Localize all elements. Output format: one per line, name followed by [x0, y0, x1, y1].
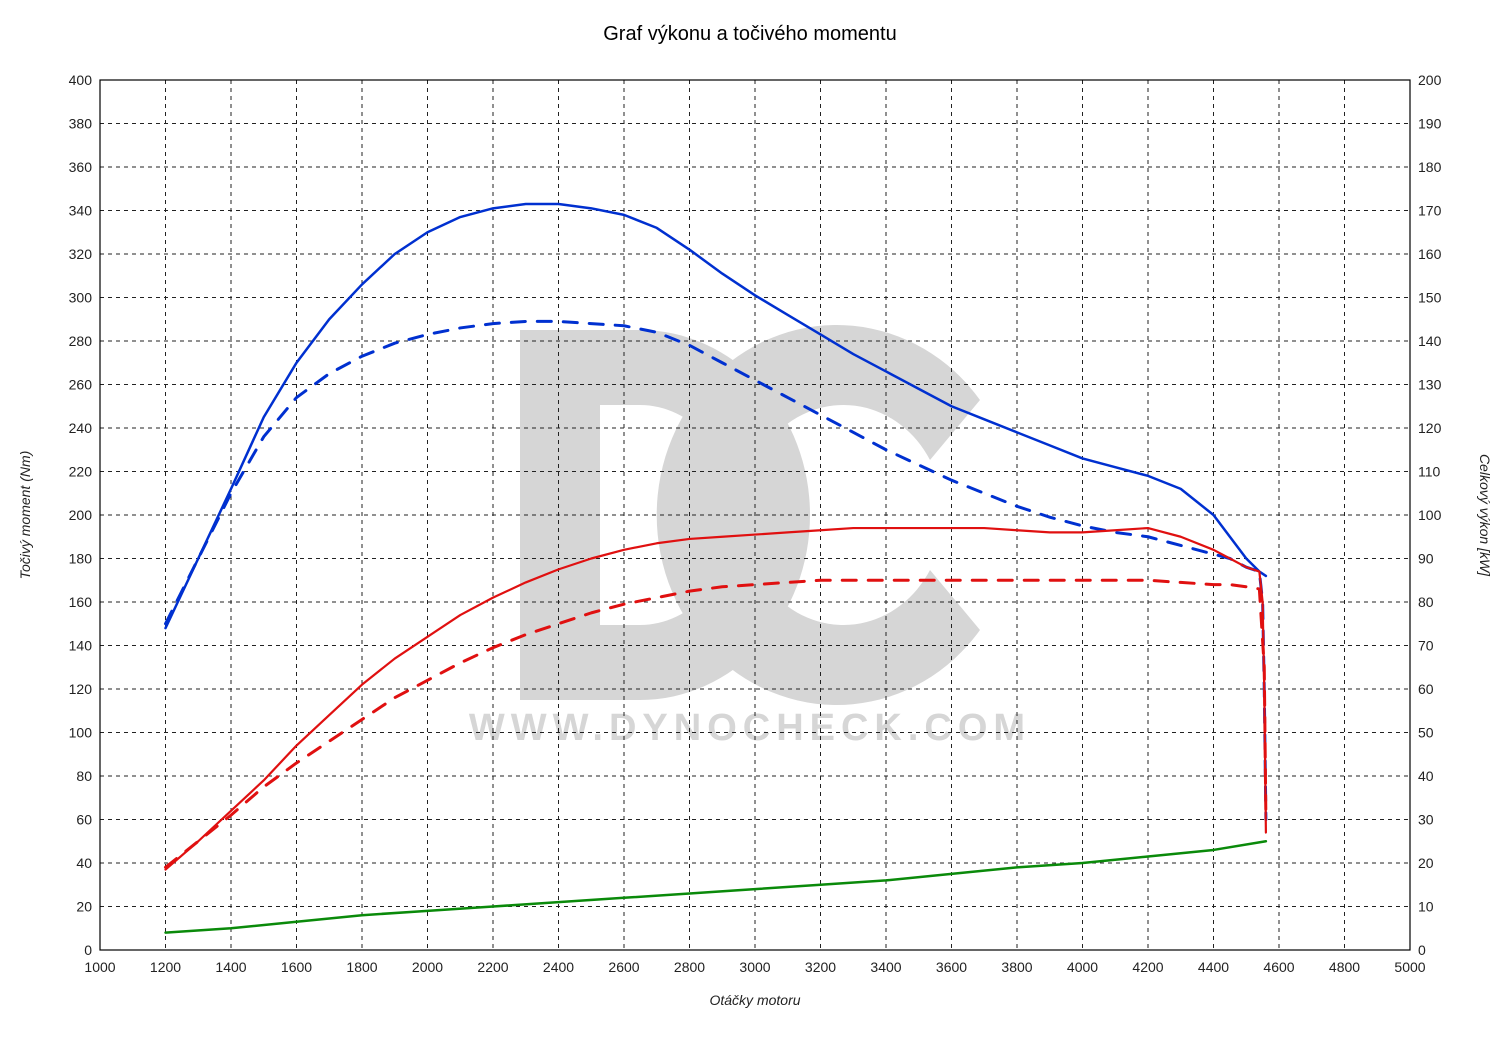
y-right-tick-label: 140 [1418, 333, 1442, 349]
dyno-chart: WWW.DYNOCHECK.COM10001200140016001800200… [0, 0, 1500, 1041]
y-right-tick-label: 110 [1418, 464, 1441, 480]
y-left-tick-label: 60 [76, 812, 92, 828]
y-left-tick-label: 20 [76, 899, 92, 915]
x-tick-label: 2000 [412, 959, 443, 975]
y-right-tick-label: 50 [1418, 725, 1434, 741]
y-right-tick-label: 160 [1418, 246, 1442, 262]
x-tick-label: 5000 [1394, 959, 1425, 975]
x-axis-label: Otáčky motoru [709, 992, 800, 1008]
x-tick-label: 3000 [739, 959, 770, 975]
y-right-tick-label: 80 [1418, 594, 1434, 610]
x-tick-label: 4800 [1329, 959, 1360, 975]
y-left-axis-label: Točivý moment (Nm) [17, 451, 33, 580]
x-tick-label: 3400 [870, 959, 901, 975]
x-tick-label: 4200 [1132, 959, 1163, 975]
y-left-tick-label: 80 [76, 768, 92, 784]
y-left-tick-label: 380 [69, 116, 93, 132]
y-left-tick-label: 180 [69, 551, 93, 567]
y-right-tick-label: 100 [1418, 507, 1442, 523]
y-right-tick-label: 40 [1418, 768, 1434, 784]
x-tick-label: 4400 [1198, 959, 1229, 975]
y-left-tick-label: 140 [69, 638, 93, 654]
y-left-tick-label: 100 [69, 725, 93, 741]
x-tick-label: 2200 [477, 959, 508, 975]
y-right-tick-label: 20 [1418, 855, 1434, 871]
y-right-tick-label: 130 [1418, 377, 1442, 393]
y-left-tick-label: 120 [69, 681, 93, 697]
y-left-tick-label: 360 [69, 159, 93, 175]
x-tick-label: 3600 [936, 959, 967, 975]
y-right-tick-label: 200 [1418, 72, 1442, 88]
y-right-tick-label: 10 [1418, 899, 1434, 915]
y-left-tick-label: 160 [69, 594, 93, 610]
y-right-tick-label: 70 [1418, 638, 1434, 654]
y-right-tick-label: 90 [1418, 551, 1434, 567]
y-right-tick-label: 0 [1418, 942, 1426, 958]
y-right-tick-label: 170 [1418, 203, 1442, 219]
x-tick-label: 1400 [215, 959, 246, 975]
y-left-tick-label: 0 [84, 942, 92, 958]
chart-title: Graf výkonu a točivého momentu [603, 23, 896, 45]
x-tick-label: 1600 [281, 959, 312, 975]
x-tick-label: 4000 [1067, 959, 1098, 975]
y-left-tick-label: 320 [69, 246, 93, 262]
x-tick-label: 2400 [543, 959, 574, 975]
x-tick-label: 3200 [805, 959, 836, 975]
y-right-tick-label: 60 [1418, 681, 1434, 697]
watermark-text: WWW.DYNOCHECK.COM [469, 707, 1031, 749]
y-right-tick-label: 190 [1418, 116, 1442, 132]
x-tick-label: 3800 [1001, 959, 1032, 975]
y-left-tick-label: 220 [69, 464, 93, 480]
y-left-tick-label: 40 [76, 855, 92, 871]
x-tick-label: 2600 [608, 959, 639, 975]
y-right-tick-label: 120 [1418, 420, 1442, 436]
y-left-tick-label: 260 [69, 377, 93, 393]
x-tick-label: 2800 [674, 959, 705, 975]
y-left-tick-label: 280 [69, 333, 93, 349]
y-left-tick-label: 400 [69, 72, 93, 88]
x-tick-label: 1200 [150, 959, 181, 975]
y-right-axis-label: Celkový výkon [kW] [1477, 454, 1493, 577]
y-left-tick-label: 300 [69, 290, 93, 306]
y-left-tick-label: 200 [69, 507, 93, 523]
y-right-tick-label: 150 [1418, 290, 1442, 306]
y-right-tick-label: 180 [1418, 159, 1442, 175]
y-left-tick-label: 340 [69, 203, 93, 219]
y-right-tick-label: 30 [1418, 812, 1434, 828]
x-tick-label: 1800 [346, 959, 377, 975]
x-tick-label: 4600 [1263, 959, 1294, 975]
x-tick-label: 1000 [84, 959, 115, 975]
y-left-tick-label: 240 [69, 420, 93, 436]
